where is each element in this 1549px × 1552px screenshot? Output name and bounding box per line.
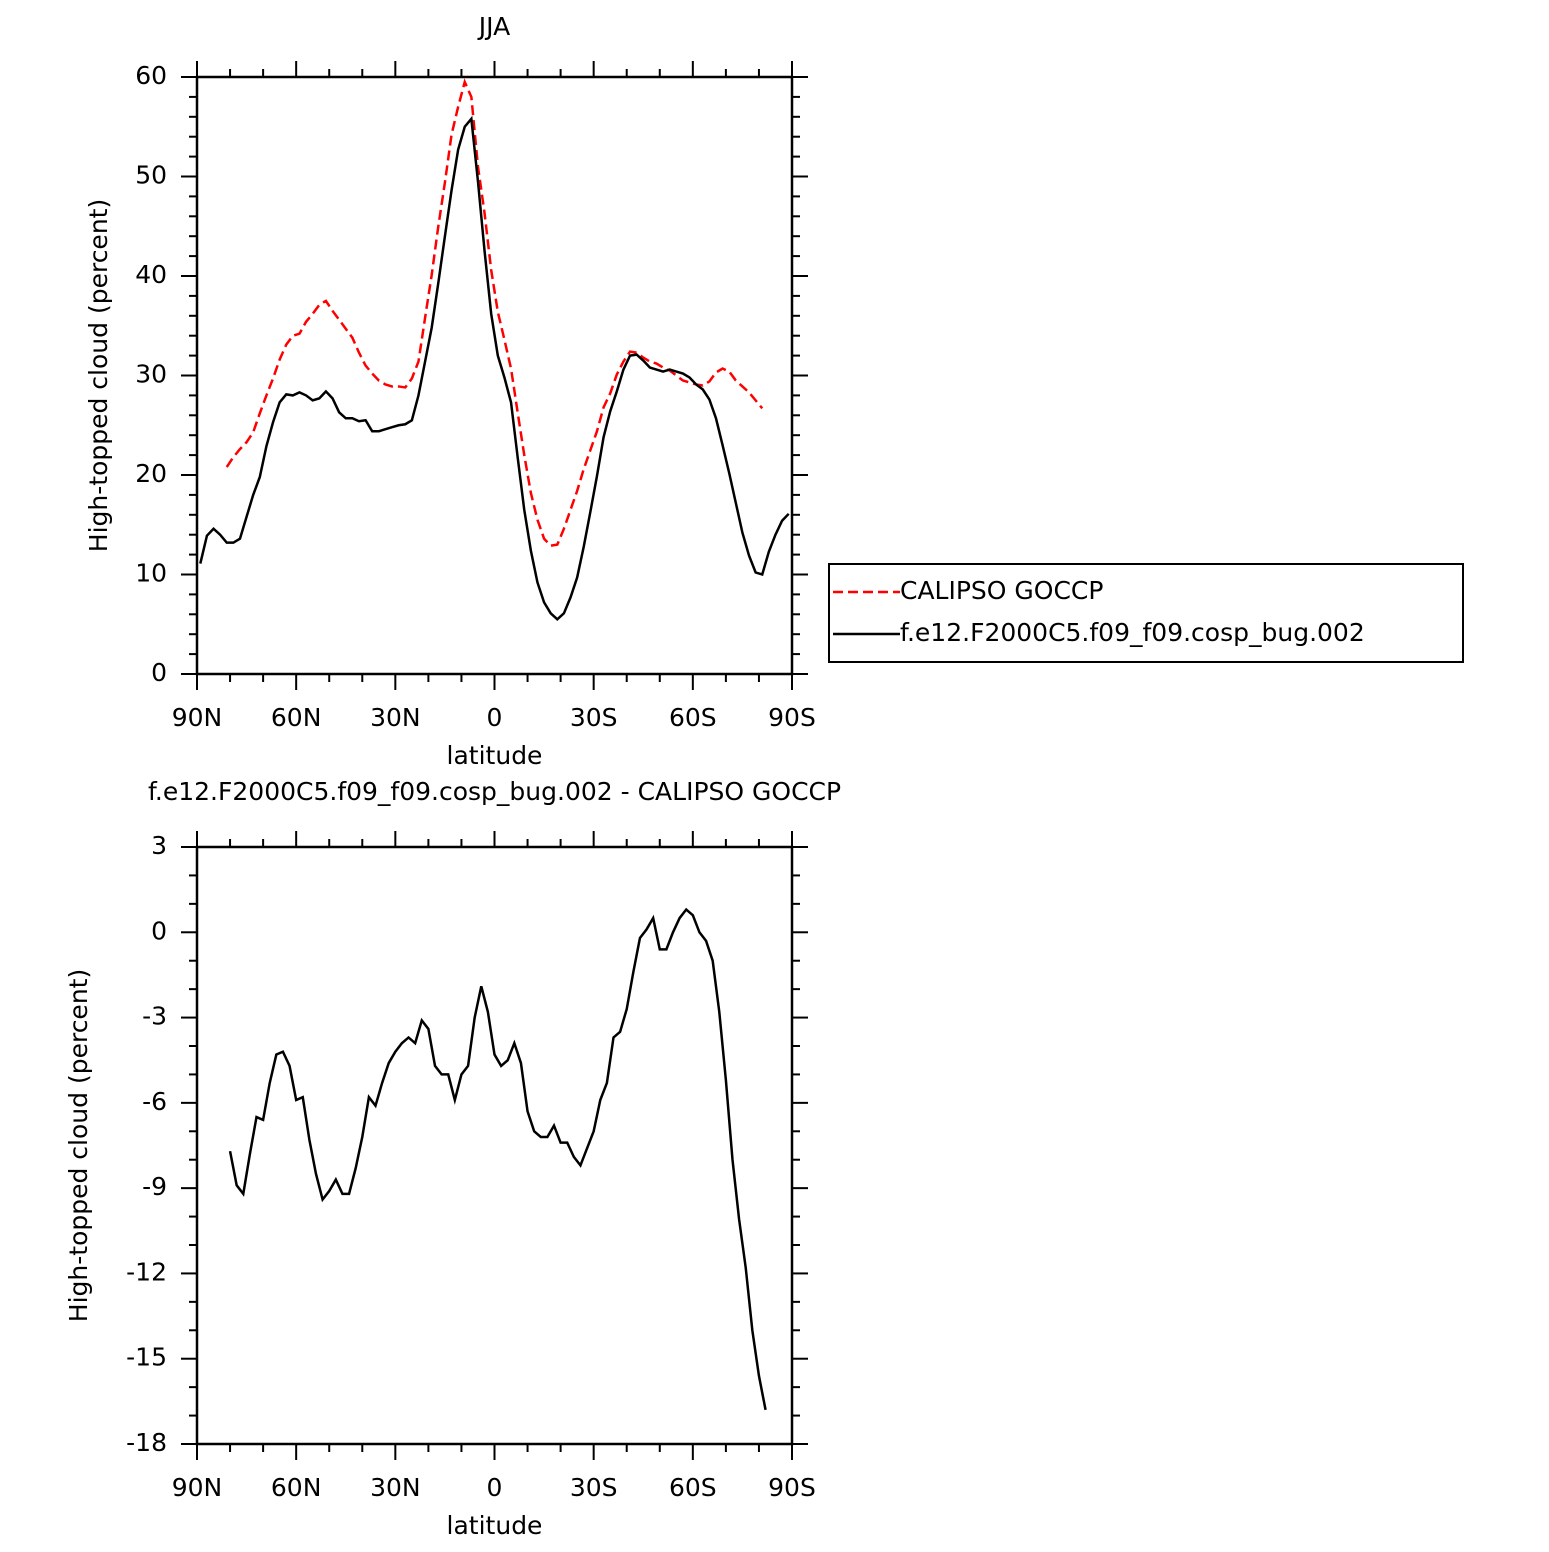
x-tick-label: 90S — [768, 703, 816, 732]
x-tick-label: 60N — [271, 703, 322, 732]
y-tick-label: 20 — [135, 459, 167, 488]
x-tick-label: 30S — [570, 703, 618, 732]
y-tick-label: 10 — [135, 559, 167, 588]
y-tick-label: 50 — [135, 161, 167, 190]
data-line — [228, 907, 767, 1411]
y-axis-label: High-topped cloud (percent) — [64, 969, 93, 1322]
y-tick-label: 30 — [135, 360, 167, 389]
chart-title: JJA — [477, 12, 510, 41]
x-axis-label: latitude — [447, 741, 543, 770]
x-axis-label: latitude — [447, 1511, 543, 1540]
y-tick-label: -12 — [126, 1257, 167, 1286]
x-tick-label: 90N — [172, 1473, 223, 1502]
y-tick-label: 60 — [135, 61, 167, 90]
y-tick-label: 0 — [151, 658, 167, 687]
x-tick-label: 30S — [570, 1473, 618, 1502]
y-axis-label: High-topped cloud (percent) — [84, 199, 113, 552]
data-line — [199, 115, 790, 621]
y-tick-label: -18 — [126, 1428, 167, 1457]
legend-label: CALIPSO GOCCP — [900, 576, 1103, 605]
y-tick-label: -9 — [142, 1172, 167, 1201]
y-tick-label: -6 — [142, 1087, 167, 1116]
x-tick-label: 60N — [271, 1473, 322, 1502]
x-tick-label: 30N — [370, 1473, 421, 1502]
x-tick-label: 0 — [487, 703, 503, 732]
data-line — [225, 78, 764, 547]
x-tick-label: 30N — [370, 703, 421, 732]
legend-box — [828, 563, 1464, 663]
x-tick-label: 90S — [768, 1473, 816, 1502]
x-tick-label: 60S — [669, 703, 717, 732]
x-tick-label: 60S — [669, 1473, 717, 1502]
y-tick-label: 0 — [151, 916, 167, 945]
y-tick-label: 40 — [135, 260, 167, 289]
chart-title: f.e12.F2000C5.f09_f09.cosp_bug.002 - CAL… — [148, 777, 841, 806]
legend-label: f.e12.F2000C5.f09_f09.cosp_bug.002 — [900, 618, 1365, 647]
x-tick-label: 90N — [172, 703, 223, 732]
y-tick-label: 3 — [151, 831, 167, 860]
x-tick-label: 0 — [487, 1473, 503, 1502]
plot-frame — [195, 845, 794, 1446]
y-tick-label: -15 — [126, 1343, 167, 1372]
y-tick-label: -3 — [142, 1002, 167, 1031]
plot-frame — [195, 75, 794, 676]
